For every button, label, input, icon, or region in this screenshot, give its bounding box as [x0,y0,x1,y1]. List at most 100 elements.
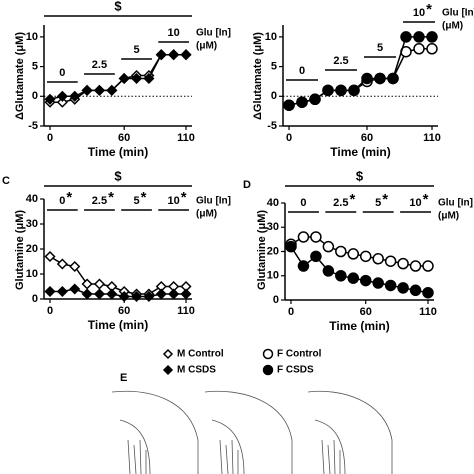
data-point [426,43,438,55]
legend-marker [262,348,274,360]
data-point [374,72,386,85]
data-point [387,72,399,85]
x-tick-label: 0 [288,306,294,318]
data-point [143,72,155,85]
data-point [69,90,81,102]
significance-star: * [181,189,187,206]
data-point [118,290,130,303]
data-point [310,250,322,263]
data-point [335,245,347,258]
dose-label: 0 [59,195,65,207]
significance-label: $ [114,168,122,183]
data-point [348,84,360,97]
legend-label: F CSDS [277,365,314,376]
data-point [130,290,143,303]
dose-unit: (μM) [442,21,463,32]
data-point [106,288,118,300]
data-point [322,240,335,253]
dose-label: 10 [168,195,180,207]
y-axis-label: Glutamine (μM) [14,210,26,290]
data-point [297,231,310,243]
dose-label: 10 [413,7,425,19]
data-point [322,265,335,277]
y-axis-label: Glutamine (μM) [256,210,268,290]
y-tick-label: 0 [32,90,38,102]
data-point [180,49,192,61]
y-tick-label: -5 [28,120,38,132]
significance-star: * [108,189,114,206]
data-point [335,84,347,97]
dose-label: 0 [59,67,65,79]
dose-label: 0 [300,197,306,209]
significance-star: * [66,189,72,206]
legend-marker [162,364,174,376]
y-tick-label: 10 [26,31,38,43]
x-axis-label: Time (min) [88,318,148,332]
significance-star: * [349,191,355,208]
data-point [81,278,93,290]
x-tick-label: 60 [118,305,130,317]
significance-star: * [382,191,388,208]
data-point [118,72,130,85]
data-point [69,283,81,295]
y-tick-label: 10 [265,31,277,43]
y-tick-label: 30 [26,218,38,230]
y-axis-label: ΔGlutamate (μM) [252,32,264,120]
data-point [93,288,106,300]
data-point [347,248,360,260]
x-axis-label: Time (min) [329,319,389,333]
panel-label: E [120,372,127,384]
dose-unit: Glu [In] [196,28,231,39]
data-point [180,288,192,300]
data-point [44,285,56,298]
y-tick-label: 5 [271,60,277,72]
significance-star: * [423,191,429,208]
data-point [56,90,68,102]
dose-label: 10 [168,27,180,39]
dose-label: 0 [299,65,305,77]
data-point [409,284,422,297]
dose-label: 5 [375,197,381,209]
data-point [409,260,422,272]
series-line [49,53,186,100]
y-tick-label: 30 [267,221,279,233]
data-point [372,253,384,265]
data-point [335,270,347,282]
y-axis-label: ΔGlutamate (μM) [14,32,26,120]
y-tick-label: 0 [271,90,277,102]
data-point [296,96,308,108]
data-point [413,31,425,43]
y-tick-label: 10 [267,270,279,282]
x-tick-label: 110 [419,306,437,318]
significance-star: * [426,1,432,18]
legend-label: M CSDS [177,365,216,376]
x-tick-label: 0 [286,132,292,144]
dose-label: 2.5 [333,55,348,67]
x-tick-label: 60 [361,132,373,144]
data-point [168,288,180,300]
y-tick-label: 0 [32,293,38,305]
dose-unit: Glu [In] [196,196,231,207]
x-tick-label: 60 [118,132,130,144]
x-tick-label: 0 [47,132,53,144]
panel-label: C [2,175,10,187]
data-point [372,277,384,289]
dose-label: 10 [409,197,421,209]
x-tick-label: 60 [360,306,372,318]
data-point [155,288,167,300]
data-point [283,99,295,111]
data-point [426,31,438,43]
y-tick-label: 20 [26,243,38,255]
y-tick-label: 10 [26,268,38,280]
data-point [69,260,81,273]
dose-label: 5 [133,195,139,207]
legend-marker [262,364,274,376]
significance-star: * [141,189,147,206]
data-point [130,72,143,85]
panel-label: D [243,179,251,191]
data-point [56,258,68,270]
data-point [397,282,409,294]
data-point [361,72,373,85]
data-point [56,285,68,298]
